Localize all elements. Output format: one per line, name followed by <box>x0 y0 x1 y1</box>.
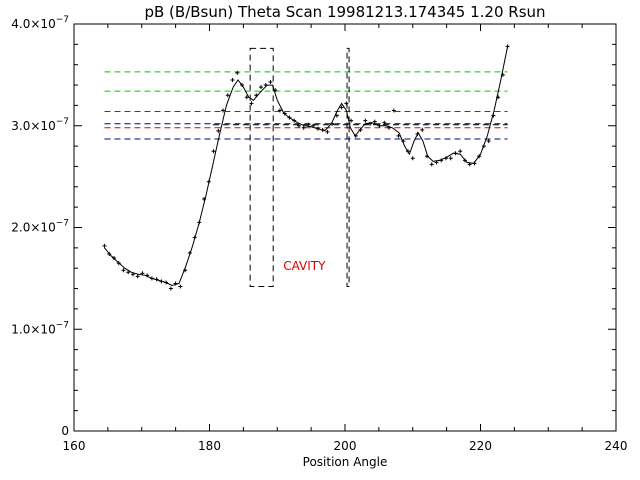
data-point <box>277 108 282 113</box>
plot-frame <box>73 23 617 432</box>
y-tick-label: 1.0×10−7 <box>11 320 69 336</box>
data-point <box>268 79 273 84</box>
y-tick-exponent: −7 <box>56 320 69 330</box>
data-point <box>221 108 226 113</box>
data-point <box>126 270 131 275</box>
data-point <box>339 105 344 110</box>
y-tick-mantissa: 2.0×10 <box>11 221 55 235</box>
data-point <box>486 139 491 144</box>
cavity-box-2 <box>346 47 350 288</box>
y-tick-mantissa: 3.0×10 <box>11 119 55 133</box>
data-point <box>249 101 254 106</box>
y-tick-mantissa: 4.0×10 <box>11 17 55 31</box>
data-point <box>296 123 301 128</box>
data-point <box>349 118 354 123</box>
y-tick-label: 3.0×10−7 <box>11 117 69 133</box>
data-point <box>102 243 107 248</box>
data-point <box>230 77 235 82</box>
cavity-box-1 <box>249 47 274 288</box>
data-point <box>168 286 173 291</box>
data-series <box>102 44 510 291</box>
x-tick-label: 240 <box>605 439 628 453</box>
data-point <box>225 93 230 98</box>
data-point <box>135 274 140 279</box>
data-point <box>363 118 368 123</box>
data-point <box>382 120 387 125</box>
x-axis-label: Position Angle <box>303 455 388 469</box>
reference-lines <box>104 71 508 140</box>
y-tick-label: 0 <box>61 424 69 438</box>
y-tick-label: 4.0×10−7 <box>11 15 69 31</box>
y-tick-mantissa: 0 <box>61 424 69 438</box>
y-tick-mantissa: 1.0×10 <box>11 322 55 336</box>
axis-ticks: 160 180 200 220 24001.0×10−72.0×10−73.0×10−7… <box>11 15 627 453</box>
data-point <box>344 101 349 106</box>
data-point <box>258 85 263 90</box>
annotation-cavity: CAVITY <box>283 259 326 273</box>
data-point <box>391 108 396 113</box>
data-point <box>448 156 453 161</box>
y-tick-exponent: −7 <box>56 219 69 229</box>
data-point <box>121 268 126 273</box>
data-point <box>216 128 221 133</box>
chart-title: pB (B/Bsun) Theta Scan 19981213.174345 1… <box>144 3 545 21</box>
y-tick-exponent: −7 <box>56 117 69 127</box>
data-point <box>211 149 216 154</box>
data-point <box>420 127 425 132</box>
data-point <box>178 284 183 289</box>
x-tick-label: 160 <box>63 439 86 453</box>
x-tick-label: 180 <box>198 439 221 453</box>
x-tick-label: 220 <box>469 439 492 453</box>
data-point <box>301 125 306 130</box>
data-point <box>325 129 330 134</box>
data-point <box>396 133 401 138</box>
data-point <box>410 156 415 161</box>
y-tick-exponent: −7 <box>56 15 69 25</box>
data-point <box>235 70 240 75</box>
data-point <box>244 95 249 100</box>
cavity-boxes <box>249 47 350 288</box>
data-point <box>372 119 377 124</box>
data-point <box>458 149 463 154</box>
series-line <box>104 46 509 287</box>
annotations: CAVITY <box>283 259 326 273</box>
y-tick-label: 2.0×10−7 <box>11 219 69 235</box>
x-tick-label: 200 <box>334 439 357 453</box>
data-point <box>429 162 434 167</box>
data-point <box>368 121 373 126</box>
